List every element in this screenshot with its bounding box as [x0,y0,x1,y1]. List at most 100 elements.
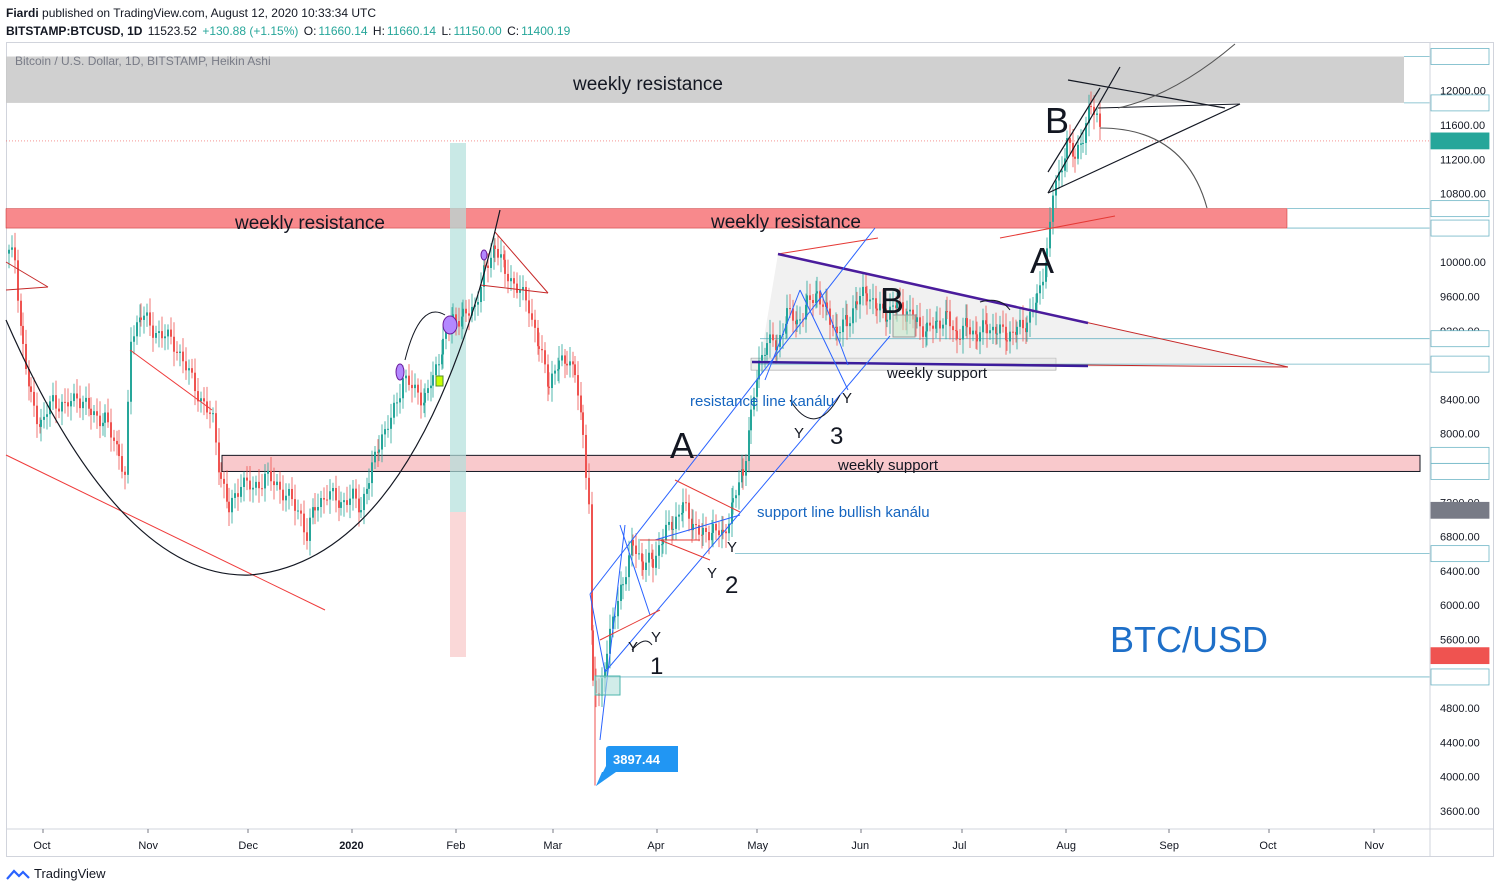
candle-body [209,412,211,414]
candle-body [718,530,720,536]
candle-body [932,325,934,329]
candle-body [102,422,104,427]
candle-body [203,398,205,402]
candle-body [329,491,331,500]
candle-body [124,471,126,475]
candle-body [1058,172,1060,181]
candle-body [1002,324,1004,327]
candle-body [688,502,690,519]
wave-a-label-right: A [1030,240,1054,281]
candle-body [945,311,947,325]
author-name: Fiardi [6,6,39,20]
candle-body [753,396,755,410]
trend-line [777,237,879,255]
candle-body [715,523,717,531]
candle-body [617,600,619,617]
candle-body [1042,281,1044,286]
candle-body [358,498,360,513]
candle-body [282,489,284,501]
candle-body [424,392,426,403]
candle-body [885,308,887,322]
x-tick-label: Oct [1259,840,1276,852]
candle-body [566,363,568,366]
trend-line [599,609,661,641]
candle-body [326,499,328,501]
candle-body [255,481,257,488]
candle-body [355,488,357,499]
candle-body [234,493,236,498]
trend-line [599,524,626,741]
price-change: +130.88 (+1.15%) [202,24,299,38]
candle-body [167,329,169,337]
candle-body [816,291,818,294]
low-callout-pointer [596,766,616,786]
candle-body [548,386,550,389]
candle-body [534,319,536,328]
candle-body [544,350,546,365]
candle-body [869,299,871,302]
x-tick-label: May [747,840,768,852]
x-tick-label: Apr [647,840,664,852]
candle-body [682,502,684,513]
marker-oval [442,315,458,335]
candle-body [445,328,447,339]
publish-line: Fiardi published on TradingView.com, Aug… [6,4,572,22]
candle-body [635,545,637,555]
x-tick-label: Jul [952,840,966,852]
candle-body [88,397,90,409]
candle-body [1077,144,1079,159]
candle-body [588,477,590,505]
candle-body [458,320,460,327]
candle-body [695,524,697,526]
symbol-label: BITSTAMP:BTCUSD, 1D [6,24,143,38]
candle-body [638,553,640,555]
candle-body [360,510,362,513]
candle-body [513,278,515,284]
candle-body [952,326,954,331]
brand-label: TradingView [34,866,106,881]
trend-line [494,231,549,294]
candle-body [1049,221,1051,249]
low-label: L: [441,24,452,38]
candle-body [237,493,239,497]
candle-body [191,368,193,373]
candle-body [692,524,694,531]
candle-body [538,346,540,349]
y-tick-label: 8400.00 [1440,394,1480,406]
chart-frame[interactable] [6,42,1494,857]
candle-body [11,247,13,250]
candle-body [1029,311,1031,323]
candle-body [955,330,957,332]
candle-body [158,331,160,333]
candle-body [228,501,230,513]
candle-body [64,401,66,403]
candle-body [866,293,868,302]
candle-body [25,343,27,369]
candle-body [651,552,653,560]
candle-body [510,278,512,282]
candle-body [146,312,148,316]
candle-body [525,287,527,301]
candle-body [1061,170,1063,173]
candle-body [685,502,687,504]
candle-body [20,300,22,326]
candle-body [1096,113,1098,115]
candle-body [976,334,978,342]
candle-body [411,384,413,389]
weekly-resistance-zone-mid [5,208,1288,229]
candle-body [995,326,997,334]
candle-body [490,257,492,268]
candle-body [497,248,499,258]
price-tag-box [1430,501,1490,519]
candle-body [705,527,707,533]
candle-body [1046,248,1048,263]
candle-body [270,470,272,482]
weekly-resistance-label-top: weekly resistance [572,74,723,95]
candle-body [852,308,854,324]
open-label: O: [303,24,317,38]
candle-body [612,616,614,629]
candle-body [628,555,630,578]
candle-body [761,355,763,361]
candle-body [856,301,858,305]
